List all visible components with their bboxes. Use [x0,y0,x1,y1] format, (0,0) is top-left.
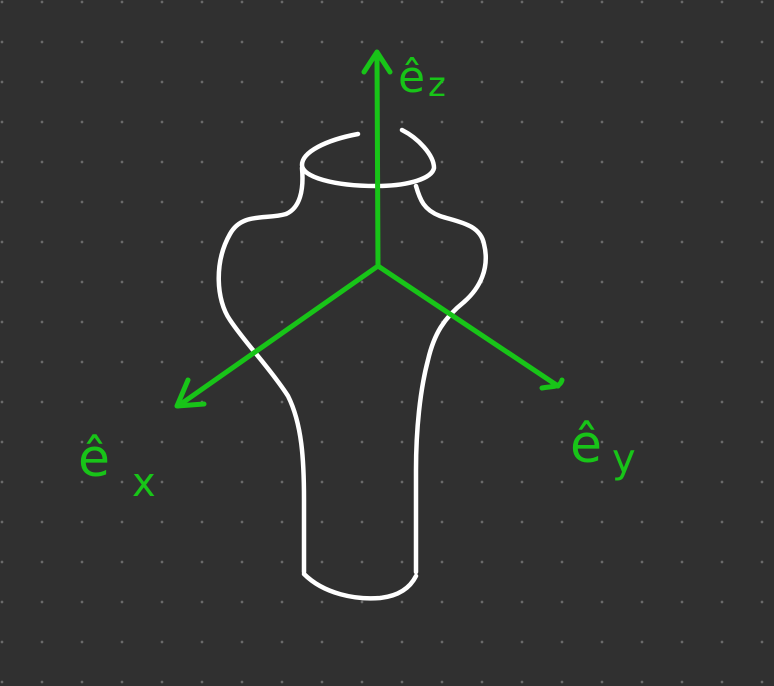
x-axis-line [175,263,381,409]
x-axis-arrowhead [174,377,207,409]
y-axis-line [375,263,561,389]
x-axis-label-base: ê [78,429,110,489]
y-axis-label-base: ê [570,415,602,475]
bone-right-outline [413,183,488,575]
z-axis-label-base: ê [398,52,425,103]
z-axis-label-subscript: z [428,65,446,105]
z-axis-arrowhead [361,49,393,75]
bone-top-ellipse [299,127,437,189]
x-axis-label-subscript: x [132,460,156,506]
coordinate-axes [174,49,565,409]
bone-bottom-curve [301,571,419,601]
axis-labels: ê z ê x ê y [78,52,636,506]
bone-shape [216,127,488,601]
bone-left-outline [216,165,307,575]
y-axis-arrowhead [539,377,565,391]
z-axis-line [374,55,381,269]
y-axis-label-subscript: y [612,436,636,482]
